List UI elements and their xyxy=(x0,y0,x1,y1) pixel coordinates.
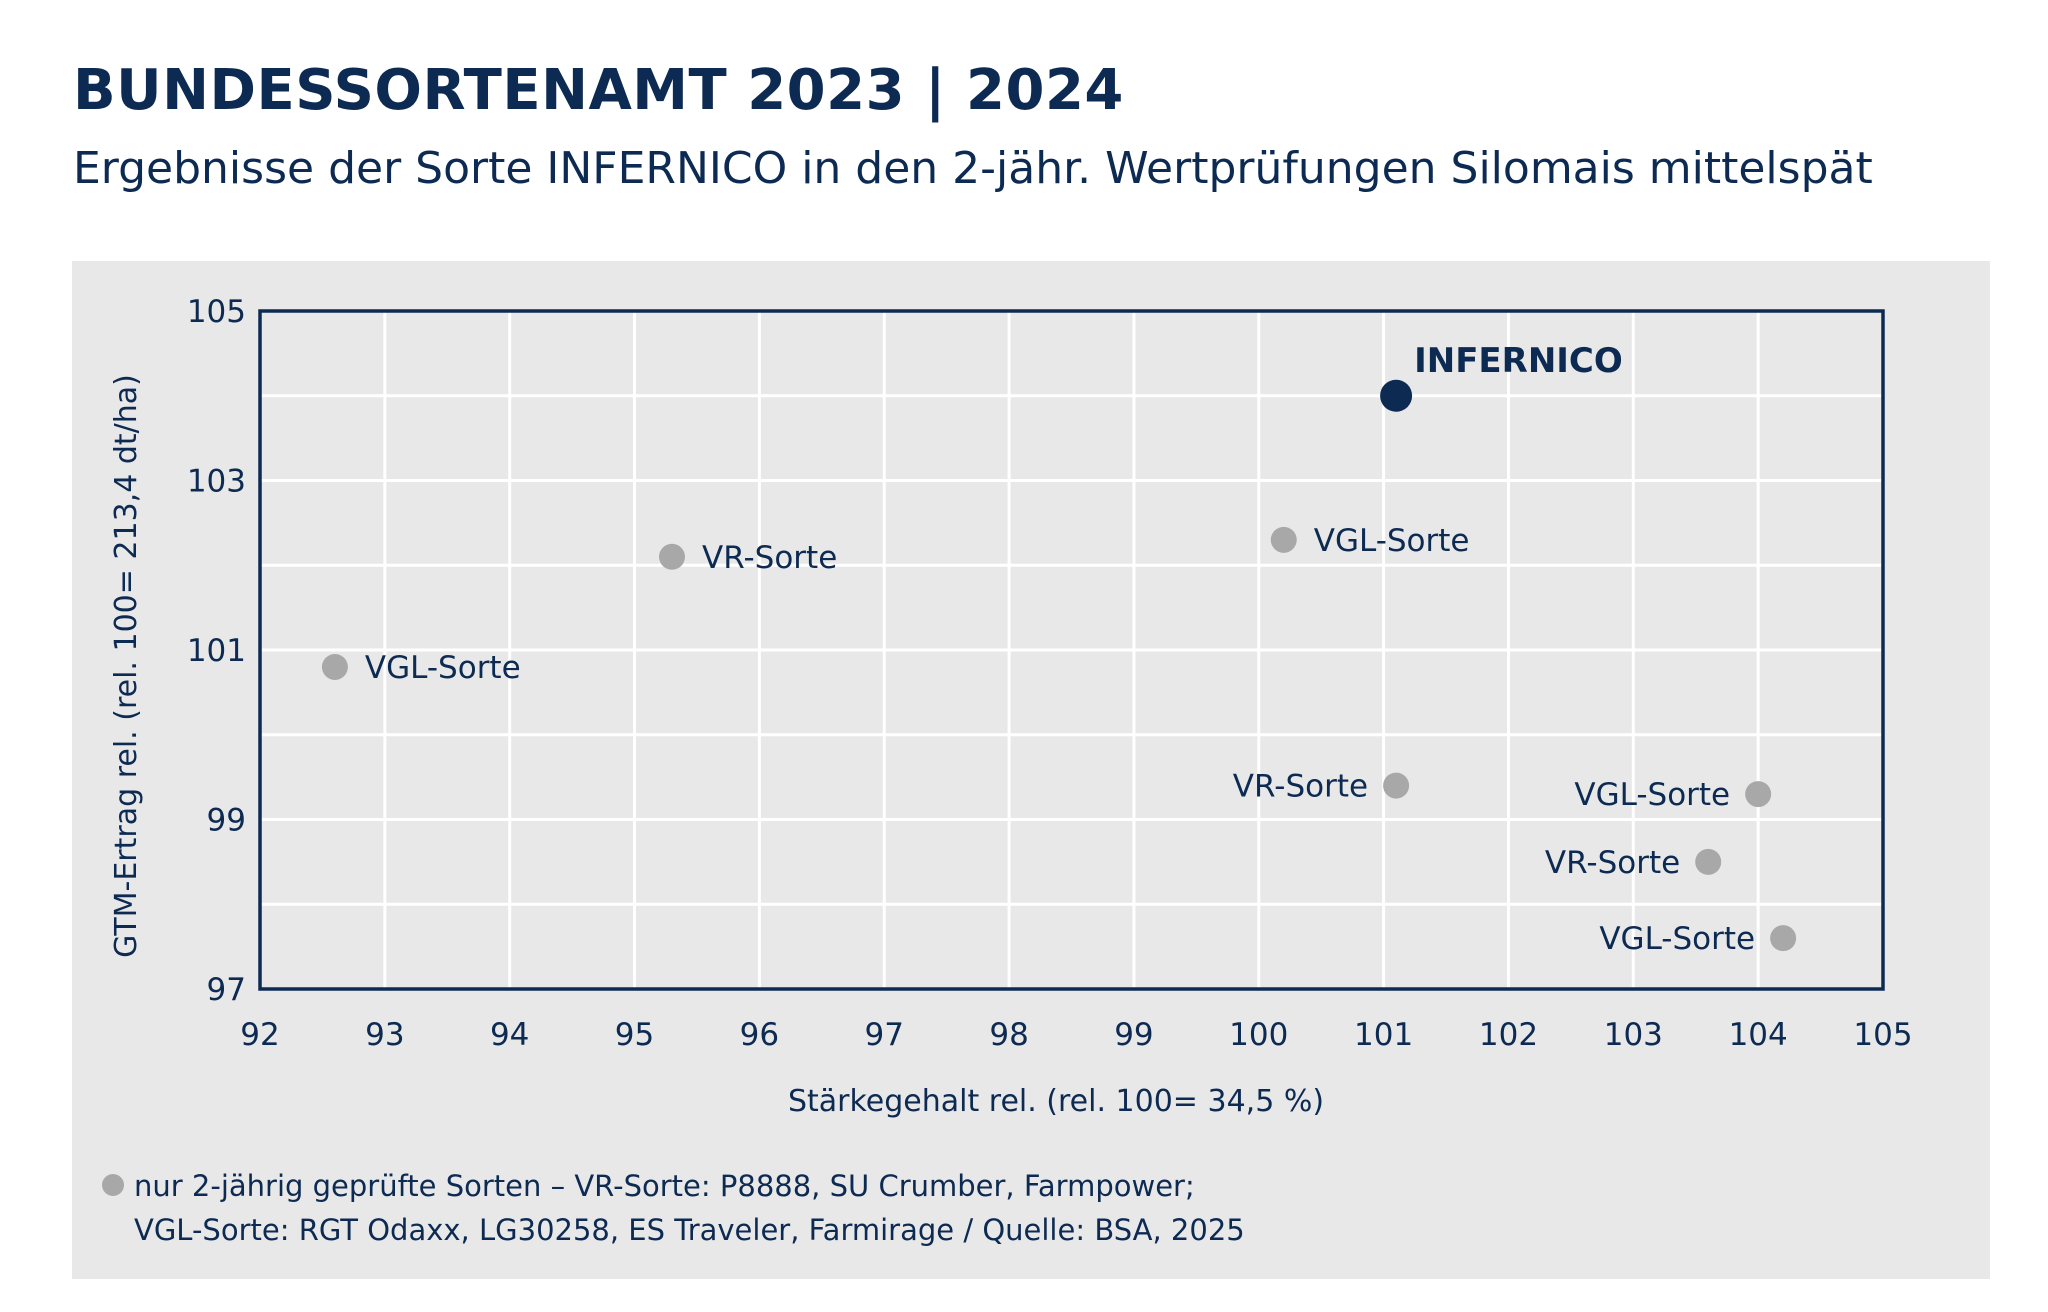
point-label: VR-Sorte xyxy=(1233,769,1368,805)
grid-lines xyxy=(260,311,1883,989)
y-axis-label: GTM-Ertrag rel. (rel. 100= 213,4 dt/ha) xyxy=(109,374,144,958)
x-tick-label: 93 xyxy=(365,1017,404,1053)
x-tick-label: 105 xyxy=(1853,1017,1912,1053)
x-tick-label: 100 xyxy=(1229,1017,1288,1053)
x-tick-label: 98 xyxy=(989,1017,1028,1053)
point-label: VGL-Sorte xyxy=(1599,921,1755,957)
footnote-line-1: nur 2-jährig geprüfte Sorten – VR-Sorte:… xyxy=(134,1169,1195,1203)
page-title: BUNDESSORTENAMT 2023 | 2024 xyxy=(73,58,1124,123)
plot-border xyxy=(258,309,1885,991)
x-tick-label: 103 xyxy=(1604,1017,1663,1053)
point-label: VGL-Sorte xyxy=(1574,777,1730,813)
point-label: VR-Sorte xyxy=(702,540,837,576)
y-tick-label: 101 xyxy=(187,633,246,669)
y-tick-label: 97 xyxy=(207,972,246,1008)
data-points xyxy=(321,379,1797,952)
data-point xyxy=(321,653,348,680)
data-point xyxy=(1270,526,1297,553)
footnote-line-2: VGL-Sorte: RGT Odaxx, LG30258, ES Travel… xyxy=(134,1213,1245,1247)
x-tick-label: 95 xyxy=(615,1017,654,1053)
x-tick-label: 101 xyxy=(1354,1017,1413,1053)
x-tick-label: 102 xyxy=(1479,1017,1538,1053)
y-tick-label: 105 xyxy=(187,294,246,330)
data-point xyxy=(658,543,685,570)
point-label: VR-Sorte xyxy=(1545,845,1680,881)
data-point xyxy=(1695,848,1722,875)
grey-dot-icon xyxy=(102,1174,124,1196)
page-subtitle: Ergebnisse der Sorte INFERNICO in den 2-… xyxy=(73,143,1873,194)
data-point xyxy=(1770,925,1797,952)
y-tick-label: 103 xyxy=(187,464,246,500)
y-tick-label: 99 xyxy=(207,803,246,839)
data-point xyxy=(1745,781,1772,808)
x-tick-label: 92 xyxy=(240,1017,279,1053)
x-tick-label: 104 xyxy=(1729,1017,1788,1053)
plot-frame xyxy=(258,309,1885,991)
point-label: VGL-Sorte xyxy=(365,650,521,686)
x-tick-label: 94 xyxy=(490,1017,529,1053)
point-label: VGL-Sorte xyxy=(1314,523,1470,559)
x-axis-label: Stärkegehalt rel. (rel. 100= 34,5 %) xyxy=(788,1084,1324,1119)
tick-labels: 92 93 94 95 96 97 98 99 100 101 102 103 104 105 97 99 10… xyxy=(187,294,1913,1053)
x-tick-label: 99 xyxy=(1114,1017,1153,1053)
scatter-chart: 92 93 94 95 96 97 98 99 100 101 102 103 104 105 97 99 10… xyxy=(109,294,1913,1119)
x-tick-label: 96 xyxy=(740,1017,779,1053)
chart-panel: 92 93 94 95 96 97 98 99 100 101 102 103 104 105 97 99 10… xyxy=(72,261,1990,1279)
data-point xyxy=(1383,772,1410,799)
footnote: nur 2-jährig geprüfte Sorten – VR-Sorte:… xyxy=(102,1164,1245,1252)
point-labels: INFERNICO VGL-Sorte VR-Sorte VGL-Sorte VR-So… xyxy=(365,341,1755,957)
highlight-point xyxy=(1380,379,1413,412)
point-label: INFERNICO xyxy=(1414,341,1623,381)
x-tick-label: 97 xyxy=(865,1017,904,1053)
